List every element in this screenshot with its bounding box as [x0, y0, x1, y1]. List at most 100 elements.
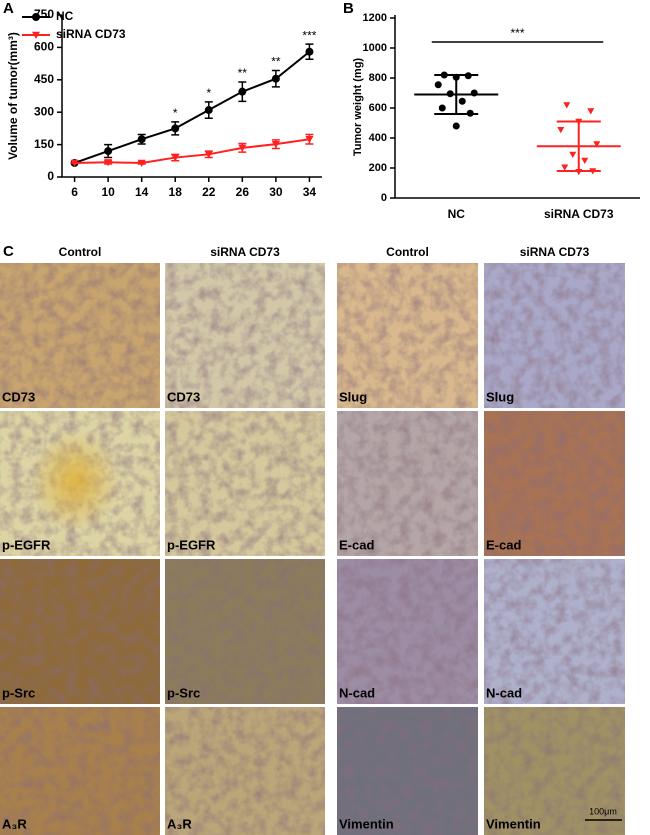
- micrograph-texture: [484, 263, 625, 408]
- data-point: [104, 159, 113, 167]
- data-point: [137, 159, 146, 167]
- image-label: CD73: [167, 389, 200, 404]
- micrograph-texture: [484, 411, 625, 556]
- legend-label: NC: [56, 9, 74, 23]
- significance-label: *: [206, 86, 211, 100]
- column-header: siRNA CD73: [210, 245, 280, 259]
- panel-letter: A: [3, 0, 14, 17]
- data-point: [32, 13, 40, 21]
- data-point: [204, 106, 213, 115]
- image-label: p-EGFR: [2, 537, 51, 552]
- data-point: [137, 135, 146, 144]
- data-point: [466, 109, 474, 117]
- data-point: [171, 124, 180, 133]
- data-point: [171, 154, 180, 162]
- column-header: Control: [59, 245, 102, 259]
- data-point: [464, 72, 472, 80]
- y-tick-label: 150: [34, 137, 54, 151]
- data-point: [452, 73, 460, 81]
- x-tick-label: 34: [303, 185, 317, 199]
- micrograph: Slug: [337, 263, 478, 408]
- x-tick-label: 18: [169, 185, 183, 199]
- micrograph-texture: [337, 559, 478, 704]
- panel-letter: C: [3, 243, 14, 260]
- x-tick-label: 10: [101, 185, 115, 199]
- x-tick-label: 22: [202, 185, 216, 199]
- data-point: [238, 87, 247, 96]
- micrograph: N-cad: [484, 559, 625, 704]
- column-header: Control: [386, 245, 429, 259]
- series-line: [74, 50, 311, 164]
- data-point: [557, 126, 565, 134]
- image-label: Slug: [339, 389, 367, 404]
- image-label: A₃R: [2, 816, 27, 831]
- image-label: N-cad: [486, 685, 522, 700]
- data-point: [305, 136, 314, 144]
- data-point: [305, 47, 314, 56]
- stain-blob: [30, 431, 120, 531]
- micrograph: A₃R: [165, 707, 325, 835]
- x-tick-label: 6: [71, 185, 78, 199]
- data-point: [575, 118, 583, 125]
- micrograph: E-cad: [337, 411, 478, 556]
- micrograph: p-EGFR: [0, 411, 160, 556]
- micrograph: Slug: [484, 263, 625, 408]
- data-point: [452, 122, 460, 130]
- scale-bar-label: 100μm: [589, 806, 617, 816]
- y-tick-label: 200: [369, 162, 387, 174]
- micrograph-texture: [337, 411, 478, 556]
- micrograph: CD73: [165, 263, 325, 408]
- data-point: [575, 168, 583, 176]
- x-tick-label: 14: [135, 185, 149, 199]
- image-label: E-cad: [486, 537, 521, 552]
- micrograph-texture: [165, 263, 325, 408]
- column-header: siRNA CD73: [520, 245, 590, 259]
- micrograph: E-cad: [484, 411, 625, 556]
- y-tick-label: 450: [34, 72, 54, 86]
- data-point: [271, 140, 280, 149]
- micrograph-texture: [165, 559, 325, 704]
- significance-label: **: [271, 55, 281, 69]
- y-tick-label: 300: [34, 104, 54, 118]
- image-label: p-Src: [167, 685, 200, 700]
- data-point: [204, 151, 213, 159]
- image-label: E-cad: [339, 537, 374, 552]
- image-label: CD73: [2, 389, 35, 404]
- micrograph: p-Src: [165, 559, 325, 704]
- y-tick-label: 1000: [363, 42, 387, 54]
- micrograph: A₃R: [0, 707, 160, 835]
- y-axis-label: Tumor weight (mg): [352, 58, 364, 157]
- micrograph-texture: [0, 263, 160, 408]
- micrograph-texture: [484, 559, 625, 704]
- y-tick-label: 600: [34, 40, 54, 54]
- micrograph-texture: [484, 707, 625, 835]
- data-point: [70, 159, 79, 167]
- series-line: [74, 138, 310, 164]
- y-tick-label: 400: [369, 132, 387, 144]
- y-tick-label: 0: [47, 169, 54, 183]
- data-point: [581, 157, 589, 164]
- image-label: p-Src: [2, 685, 35, 700]
- image-label: A₃R: [167, 816, 192, 831]
- data-point: [563, 102, 571, 109]
- data-point: [593, 141, 601, 148]
- data-point: [32, 31, 40, 39]
- y-axis-label: Volume of tumor(mm³): [6, 32, 20, 160]
- data-point: [238, 144, 247, 152]
- x-tick-label: siRNA CD73: [544, 207, 614, 221]
- data-point: [458, 97, 466, 105]
- significance-label: *: [173, 106, 178, 120]
- y-tick-label: 800: [369, 72, 387, 84]
- data-point: [589, 168, 597, 175]
- data-point: [440, 71, 448, 79]
- micrograph-texture: [337, 707, 478, 835]
- data-point: [470, 89, 478, 97]
- micrograph-texture: [337, 263, 478, 408]
- micrograph-texture: [0, 559, 160, 704]
- significance-label: **: [238, 66, 248, 80]
- micrograph: p-Src: [0, 559, 160, 704]
- x-tick-label: NC: [448, 207, 466, 221]
- significance-label: ***: [510, 26, 524, 40]
- data-point: [104, 147, 113, 156]
